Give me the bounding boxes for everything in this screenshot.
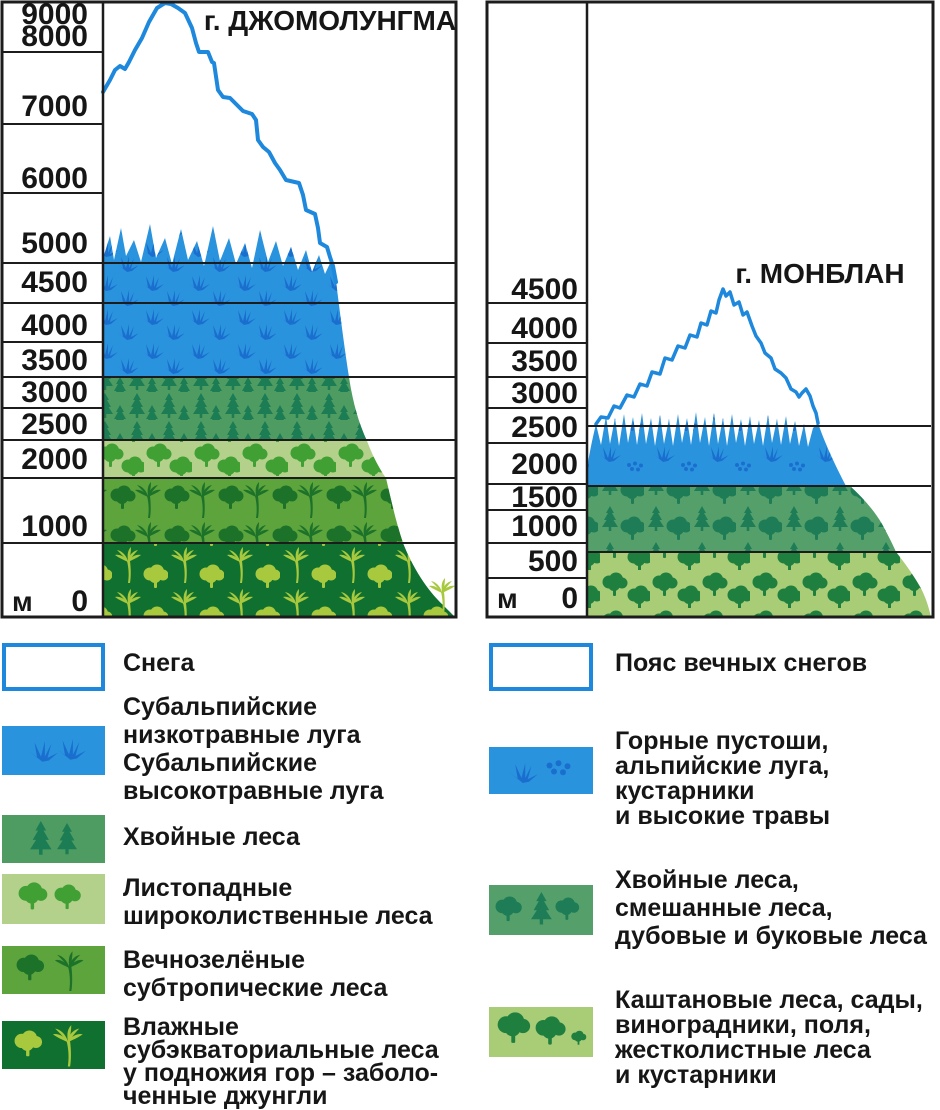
legend-swatch-evergreen	[2, 946, 105, 994]
tick-label: 8000	[21, 20, 88, 53]
tick-label: 0	[561, 582, 578, 615]
deciduous-tree-icon	[555, 897, 580, 920]
palm-tree-icon	[54, 951, 84, 991]
tick-label: 4000	[511, 312, 578, 345]
everest-scale-lines	[2, 51, 103, 409]
fir-tree-icon	[57, 823, 77, 855]
tick-label: 3500	[511, 345, 578, 378]
tick-label: 1000	[511, 510, 578, 543]
legend-swatch-mixed-forests	[489, 885, 593, 935]
tick-label: 2000	[511, 448, 578, 481]
tick-label: 500	[528, 545, 578, 578]
montblanc-chart: 4500 4000 3500 3000 2500 2000 1500 1000 …	[485, 0, 935, 619]
tick-label: 0	[71, 585, 88, 618]
palm-tree-icon	[52, 1025, 83, 1067]
legend-swatch-chestnut-forests	[489, 1007, 593, 1057]
everest-snow-outline	[101, 1, 338, 284]
legend-swatch-conifer	[2, 815, 105, 863]
legend-swatch-snow	[2, 643, 105, 691]
legend-swatch-eternal-snow	[489, 643, 593, 691]
legend-label-snow: Снега	[123, 649, 195, 677]
tick-label: 3500	[21, 344, 88, 377]
tick-label: 9000	[21, 0, 88, 31]
tick-label: 1500	[511, 481, 578, 514]
tick-label: 7000	[21, 90, 88, 123]
everest-title: г. ДЖОМОЛУНГМА	[204, 5, 456, 36]
legend-label-eternal-snow: Пояс вечных снегов	[615, 649, 868, 677]
legend-label-deciduous: Листопадные широколиственные леса	[123, 874, 433, 930]
legend-swatch-subalpine-meadow	[2, 726, 105, 775]
deciduous-tree-icon	[54, 884, 81, 910]
legend-label-jungle: Влажные субэкваториальные леса у подножи…	[123, 1013, 439, 1110]
tick-label: 6000	[21, 162, 88, 195]
grass-tuft-icon	[56, 739, 86, 760]
tick-label: 2500	[511, 411, 578, 444]
legend-label-subalpine-high: Субальпийские высокотравные луга	[123, 749, 384, 805]
everest-chart: 9000 8000 7000 6000 5000 4500 4000 3500 …	[0, 0, 458, 619]
grass-tuft-icon	[509, 763, 538, 783]
legend-swatch-deciduous	[2, 874, 105, 924]
legend-label-chestnut-forests: Каштановые леса, сады, виноградники, пол…	[615, 986, 923, 1089]
tick-label: 1000	[21, 510, 88, 543]
legend-label-conifer: Хвойные леса	[123, 823, 300, 851]
tick-label: 2500	[21, 408, 88, 441]
tick-label: 4500	[21, 266, 88, 299]
flower-cluster-icon	[546, 760, 571, 776]
montblanc-scale-lines	[487, 302, 587, 579]
tick-label: 4000	[21, 309, 88, 342]
montblanc-snow-outline	[594, 287, 820, 426]
deciduous-tree-icon	[497, 1012, 531, 1043]
montblanc-gridlines	[587, 425, 931, 553]
legend-label-mixed-forests: Хвойные леса, смешанные леса, дубовые и …	[615, 866, 927, 950]
tick-label: 4500	[511, 273, 578, 306]
legend-swatch-alpine-meadows	[489, 747, 593, 794]
legend-label-subalpine-low: Субальпийские низкотравные луга	[123, 693, 361, 749]
deciduous-tree-icon	[16, 954, 45, 981]
deciduous-tree-icon	[535, 1016, 566, 1045]
tick-label: 3000	[511, 377, 578, 410]
meters-unit-label: м	[12, 586, 33, 617]
fir-tree-icon	[30, 821, 52, 855]
tick-label: 3000	[21, 376, 88, 409]
deciduous-tree-icon	[571, 1030, 587, 1045]
montblanc-title: г. МОНБЛАН	[735, 258, 904, 289]
everest-gridlines	[2, 262, 456, 544]
deciduous-tree-icon	[14, 1030, 43, 1057]
grass-tuft-icon	[28, 741, 58, 762]
zonation-diagram: 9000 8000 7000 6000 5000 4500 4000 3500 …	[0, 0, 935, 619]
deciduous-tree-icon	[18, 882, 48, 910]
legend-label-alpine-meadows: Горные пустоши, альпийские луга, кустарн…	[615, 727, 831, 830]
montblanc-scale: 4500 4000 3500 3000 2500 2000 1500 1000 …	[497, 273, 578, 615]
montblanc-frame	[485, 0, 935, 619]
everest-frame	[0, 0, 458, 619]
legend-swatch-jungle	[2, 1021, 105, 1069]
tick-label: 5000	[21, 227, 88, 260]
fir-tree-icon	[531, 892, 552, 925]
legend-label-evergreen: Вечнозелёные субтропические леса	[123, 946, 388, 1002]
everest-scale: 9000 8000 7000 6000 5000 4500 4000 3500 …	[12, 0, 88, 618]
deciduous-tree-icon	[495, 896, 522, 922]
tick-label: 2000	[21, 443, 88, 476]
meters-unit-label: м	[497, 583, 518, 614]
